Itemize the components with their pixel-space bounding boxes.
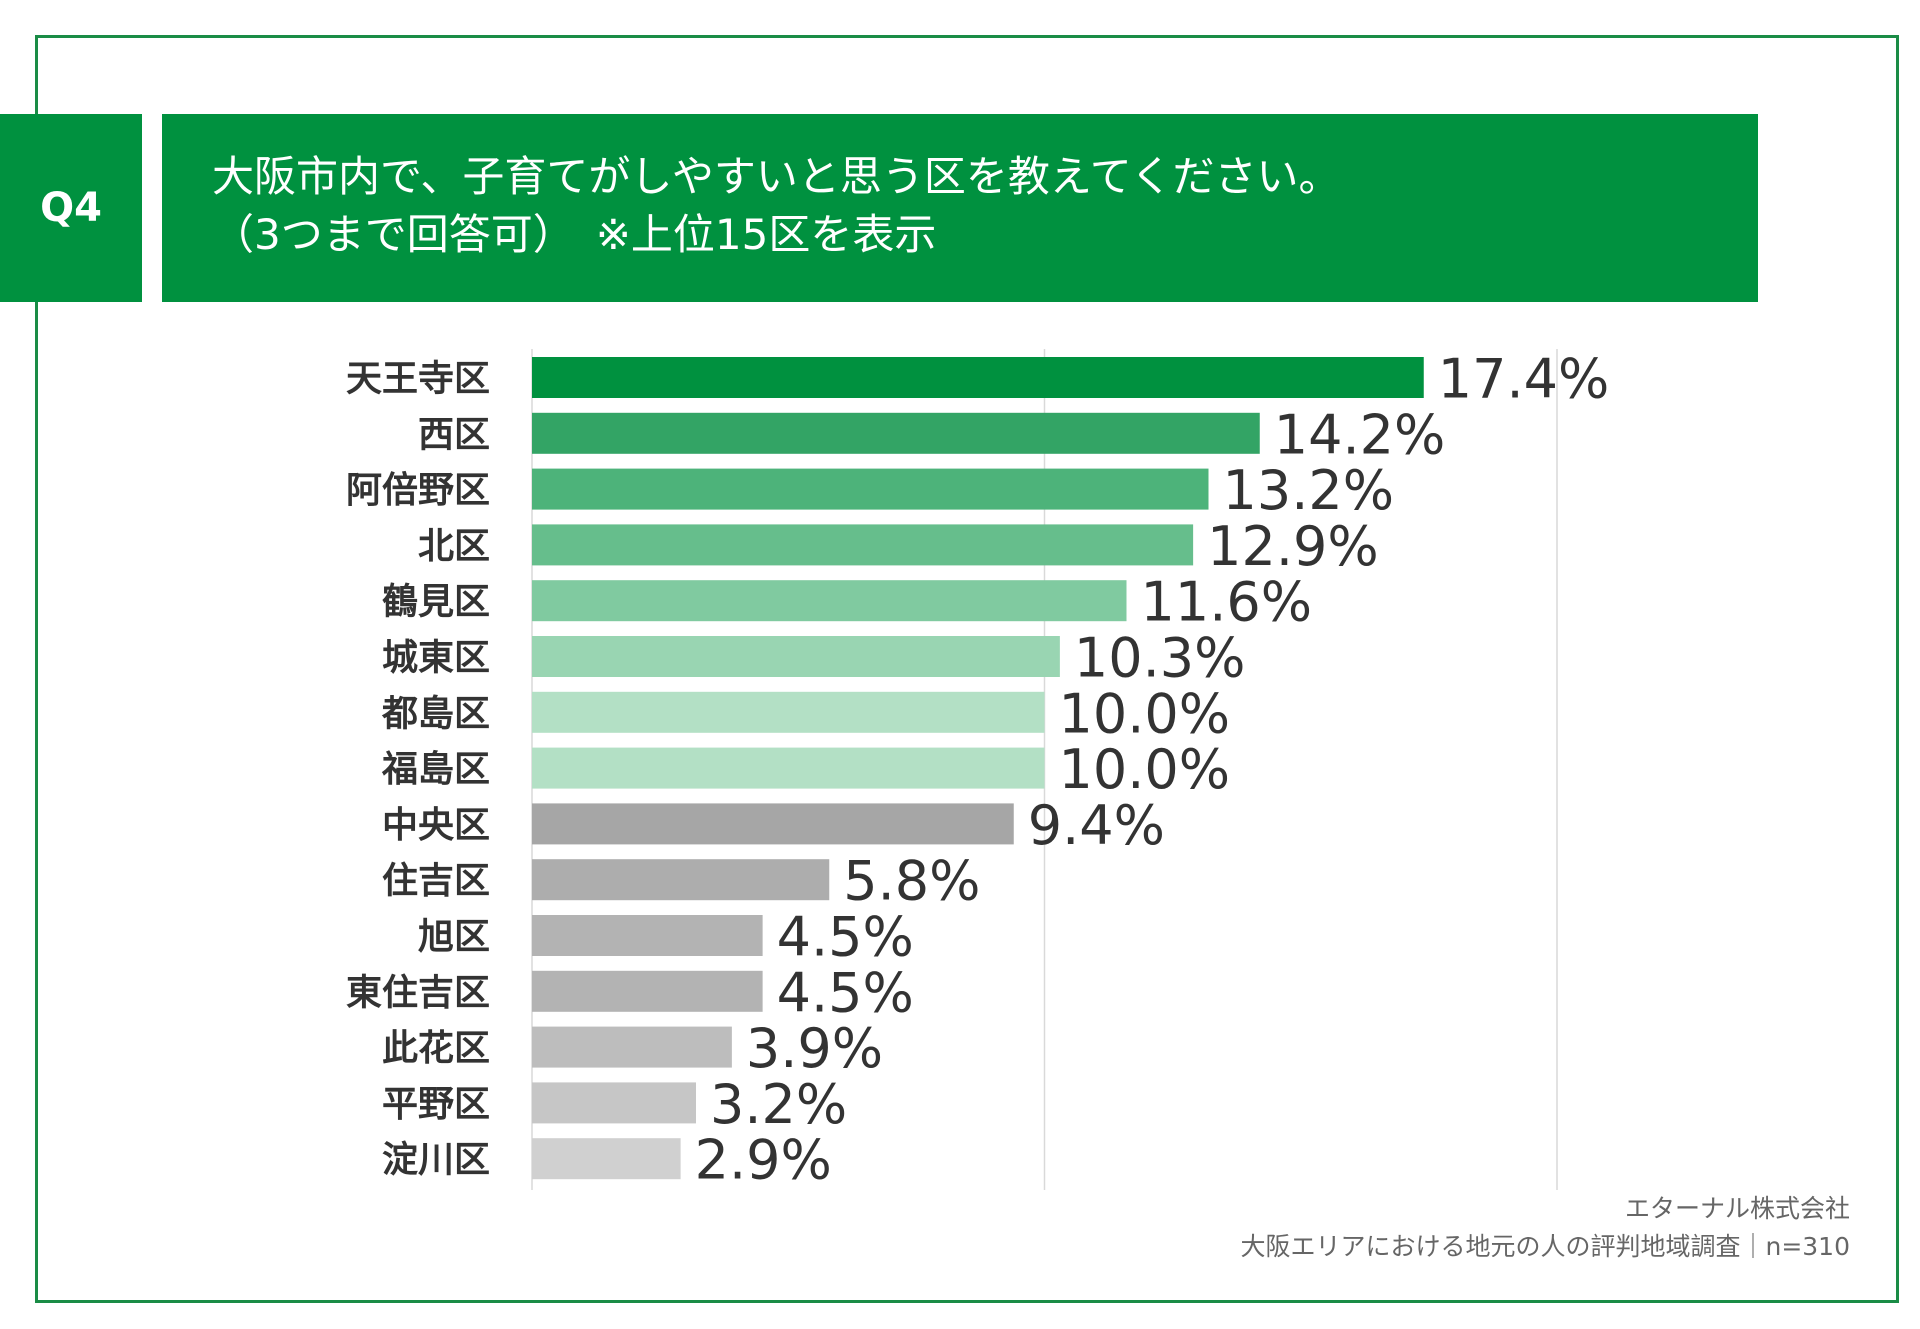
title-line-1: 大阪市内で、子育てがしやすいと思う区を教えてください。 (212, 152, 1341, 201)
value-label: 11.6% (1141, 571, 1313, 634)
category-label: 城東区 (382, 638, 490, 679)
value-label: 13.2% (1223, 459, 1395, 522)
category-label: 旭区 (418, 917, 490, 958)
value-label: 5.8% (843, 850, 980, 913)
bar (532, 1082, 696, 1124)
bar-chart: 天王寺区 17.4% 西区 14.2% 阿倍野区 13.2% 北区 12.9% 鶴見区 11.6%… (346, 348, 1610, 1190)
bar (532, 1138, 681, 1180)
category-label: 平野区 (382, 1084, 490, 1125)
bar (532, 691, 1045, 733)
category-label: 住吉区 (382, 861, 490, 902)
category-label: 福島区 (381, 749, 490, 790)
source-survey: 大阪エリアにおける地元の人の評判地域調査｜n=310 (1240, 1232, 1850, 1261)
source-company: エターナル株式会社 (1624, 1194, 1850, 1223)
category-label: 中央区 (382, 805, 490, 846)
value-label: 17.4% (1438, 348, 1610, 411)
value-label: 10.0% (1059, 682, 1231, 745)
value-label: 10.0% (1059, 738, 1231, 801)
value-label: 2.9% (695, 1129, 832, 1190)
bar (532, 357, 1424, 398)
value-label: 4.5% (777, 961, 914, 1024)
bar (532, 803, 1014, 845)
bar (532, 468, 1209, 510)
question-badge: Q4 (0, 114, 142, 302)
value-label: 3.9% (746, 1017, 883, 1080)
category-label: 北区 (418, 526, 490, 567)
value-label: 14.2% (1274, 403, 1446, 466)
value-label: 9.4% (1028, 794, 1165, 857)
title-line-2: （3つまで回答可） ※上位15区を表示 (212, 210, 937, 259)
source-note: エターナル株式会社 大阪エリアにおける地元の人の評判地域調査｜n=310 (1240, 1190, 1850, 1266)
bar (532, 747, 1045, 789)
category-label: 阿倍野区 (346, 470, 490, 511)
value-label: 10.3% (1074, 627, 1246, 690)
category-label: 西区 (418, 414, 490, 455)
category-label: 淀川区 (382, 1140, 490, 1181)
bar (532, 580, 1127, 622)
bar (532, 524, 1194, 566)
category-label: 東住吉区 (346, 972, 490, 1013)
category-label: 鶴見区 (382, 582, 490, 623)
category-label: 此花区 (382, 1028, 490, 1069)
bar (532, 970, 763, 1012)
bar (532, 915, 763, 956)
bar (532, 859, 830, 901)
value-label: 3.2% (710, 1073, 847, 1136)
bar (532, 1026, 732, 1068)
question-title: 大阪市内で、子育てがしやすいと思う区を教えてください。 （3つまで回答可） ※上… (162, 114, 1758, 302)
category-label: 都島区 (381, 693, 490, 734)
bar (532, 412, 1260, 454)
outer-frame (35, 35, 1899, 1303)
category-label: 天王寺区 (346, 359, 490, 400)
bar (532, 636, 1060, 677)
value-label: 12.9% (1207, 515, 1379, 578)
value-label: 4.5% (777, 906, 914, 969)
